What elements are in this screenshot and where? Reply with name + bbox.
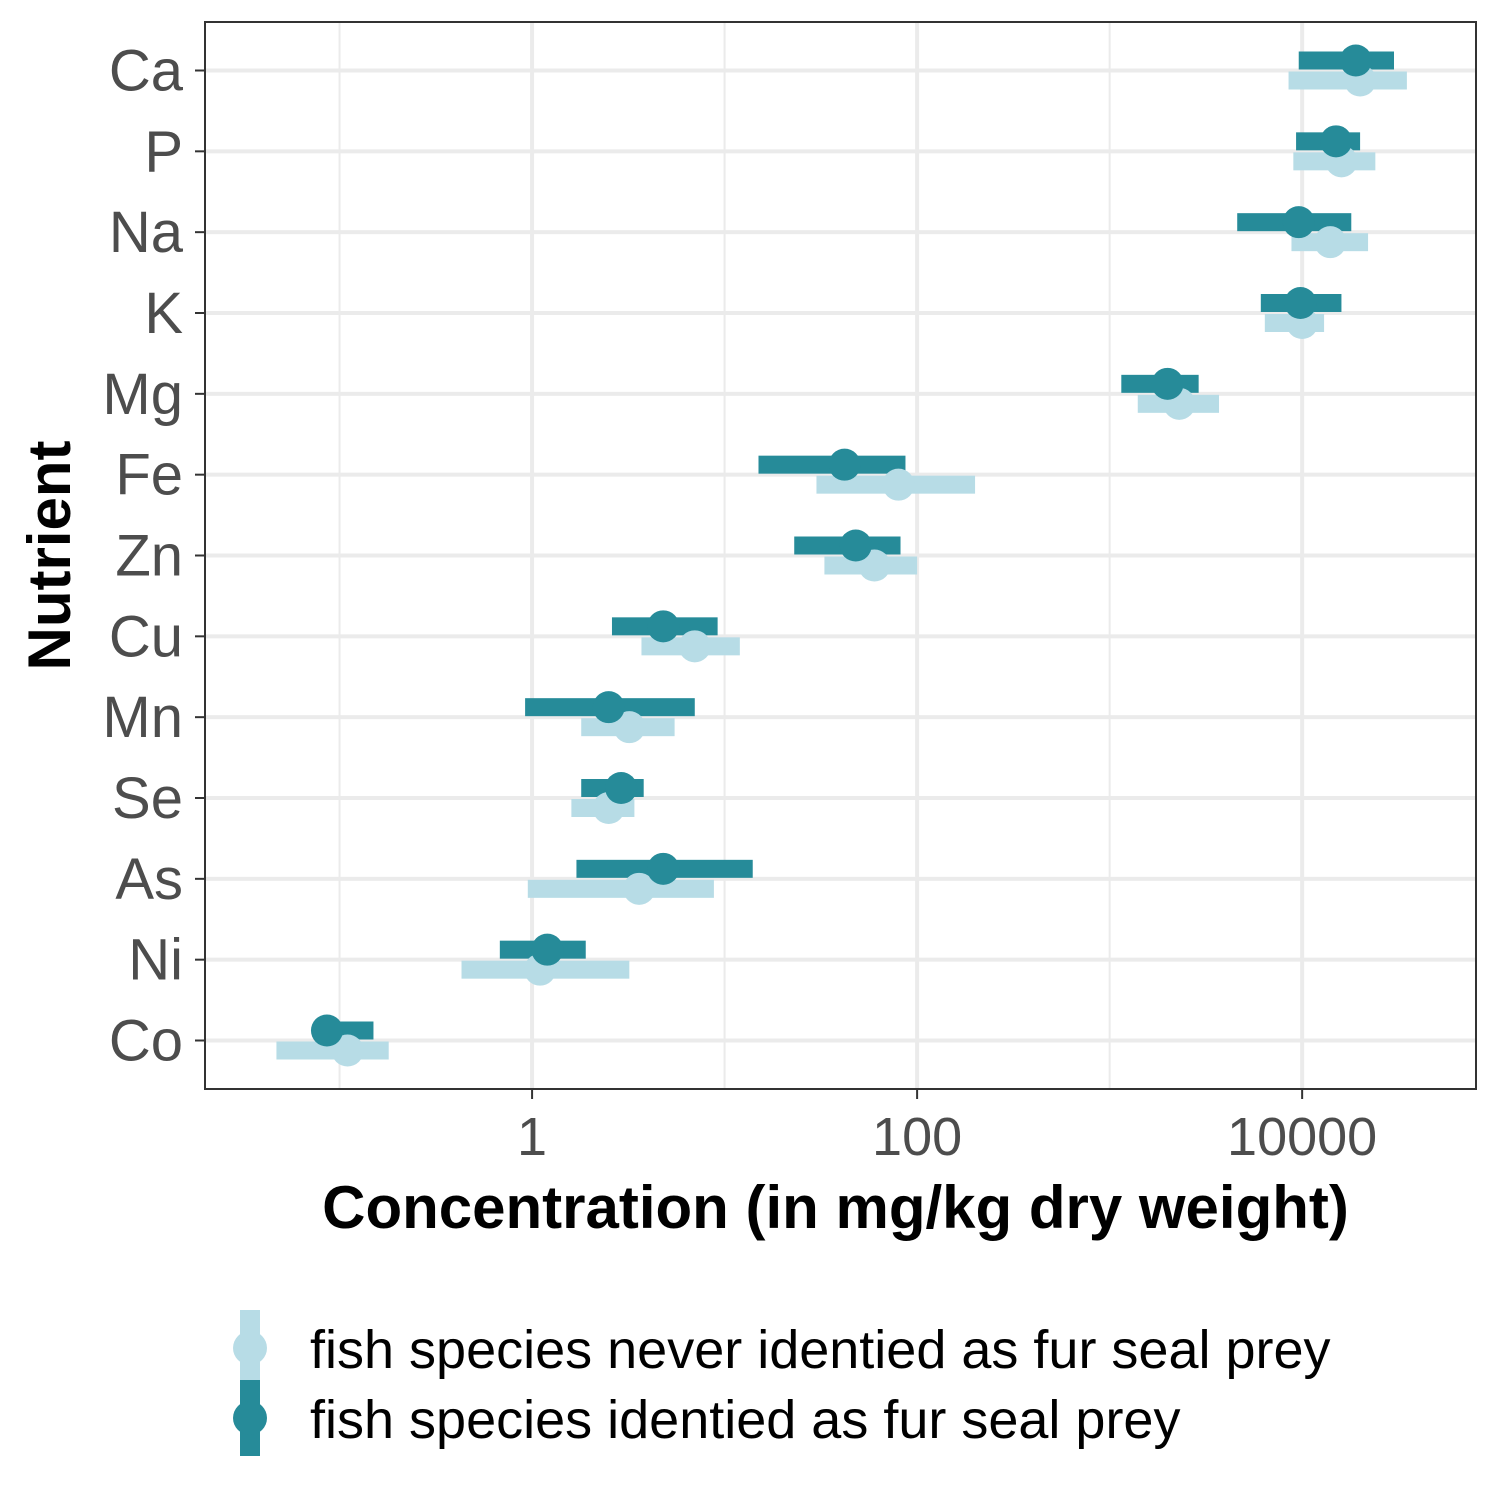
point-as-prey (647, 852, 680, 885)
x-tick-label: 1 (517, 1107, 547, 1167)
point-na-prey (1282, 206, 1315, 239)
point-fe-not_prey (882, 468, 915, 501)
point-cu-not_prey (678, 630, 711, 663)
point-mg-prey (1151, 367, 1184, 400)
point-ni-prey (531, 933, 564, 966)
point-mn-prey (592, 691, 625, 724)
point-mn-not_prey (613, 711, 646, 744)
y-axis: Ca P Na K Mg Fe Zn Cu Mn Se As Ni Co (102, 39, 205, 1074)
y-tick-label: Cu (109, 604, 183, 669)
point-fe-prey (828, 448, 861, 481)
y-tick-label: Ni (128, 928, 183, 993)
y-tick-label: Mg (102, 362, 183, 427)
y-tick-label: Se (112, 766, 183, 831)
range-bar-as-not_prey (527, 879, 714, 898)
x-tick-label: 100 (872, 1107, 962, 1167)
legend-item: fish species identied as fur seal prey (233, 1380, 1180, 1456)
point-as-not_prey (623, 872, 656, 905)
y-tick-label: Fe (115, 443, 183, 508)
legend-label: fish species never identied as fur seal … (310, 1320, 1331, 1380)
x-axis: 1 100 10000 (517, 1089, 1377, 1167)
x-tick-label: 10000 (1227, 1107, 1377, 1167)
y-axis-title: Nutrient (16, 440, 83, 670)
point-co-prey (310, 1014, 343, 1047)
legend: fish species never identied as fur seal … (233, 1310, 1331, 1456)
y-tick-label: Na (109, 200, 184, 265)
point-zn-prey (839, 529, 872, 562)
data-layer (276, 44, 1407, 1067)
x-axis-title: Concentration (in mg/kg dry weight) (322, 1174, 1349, 1241)
y-tick-label: K (144, 281, 183, 346)
y-tick-label: Co (109, 1009, 183, 1074)
grid (205, 22, 1476, 1089)
y-tick-label: Ca (109, 39, 184, 104)
legend-key-point (233, 1401, 267, 1435)
point-co-not_prey (331, 1034, 364, 1067)
legend-item: fish species never identied as fur seal … (233, 1310, 1331, 1386)
point-zn-not_prey (858, 549, 891, 582)
legend-label: fish species identied as fur seal prey (310, 1390, 1180, 1450)
point-k-prey (1284, 287, 1317, 319)
y-tick-label: Mn (102, 685, 183, 750)
point-na-not_prey (1314, 226, 1347, 259)
y-tick-label: P (144, 119, 183, 184)
legend-key-point (233, 1331, 267, 1365)
y-tick-label: Zn (115, 524, 183, 589)
point-se-prey (605, 772, 638, 804)
y-tick-label: As (115, 847, 183, 912)
point-ca-prey (1339, 44, 1372, 77)
point-p-prey (1320, 125, 1353, 158)
point-cu-prey (647, 610, 680, 643)
